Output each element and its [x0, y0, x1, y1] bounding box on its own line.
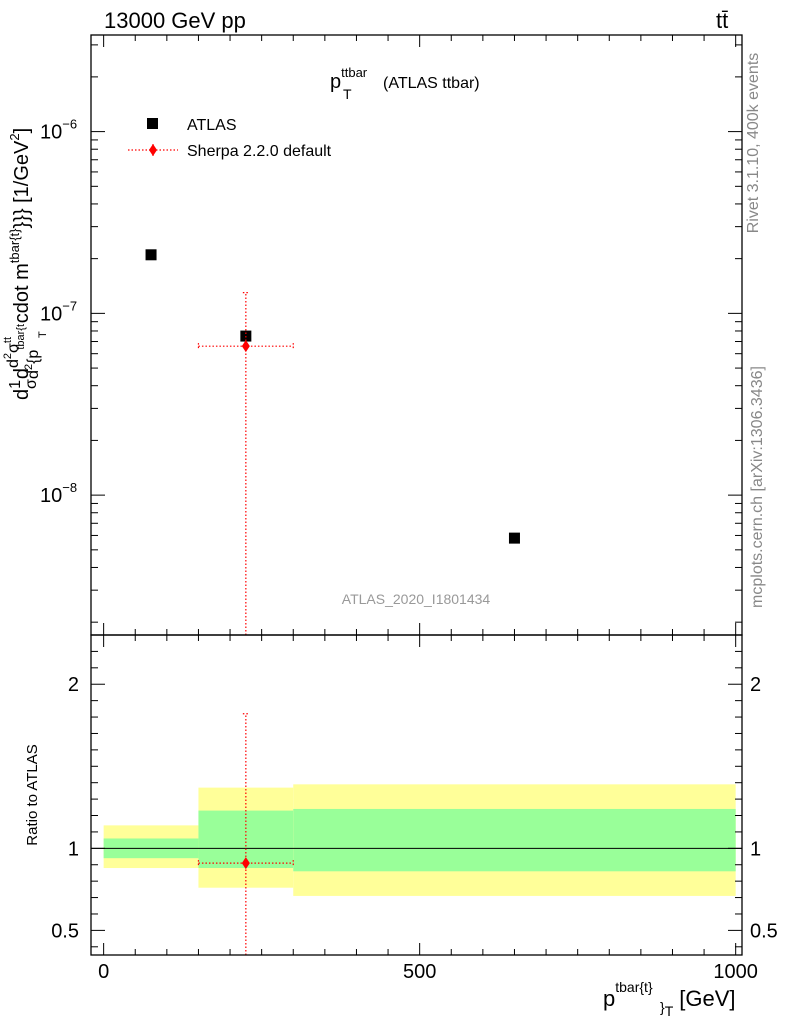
ratio-y-tick-label-left-2: 2: [68, 674, 79, 696]
legend-atlas-label: ATLAS: [187, 117, 237, 134]
header-energy: 13000 GeV pp: [104, 8, 246, 33]
x-axis-label: ptbar{t}}T [GeV]: [603, 979, 736, 1019]
x-tick-label-2: 1000: [713, 961, 758, 983]
main-y-axis-label: d1σdd2σttd2{ptbar{t Tcdot mtbar{t}}}} [1/…: [2, 128, 49, 400]
ratio-sherpa-point-0-marker: [241, 857, 250, 870]
legend-sherpa-label: Sherpa 2.2.0 default: [187, 143, 332, 160]
axis-tick-labels: 0 500 1000 10−8 10−7 10−6 0.5 0.5 1 1 2 2: [40, 117, 778, 983]
sherpa-point-0-marker: [241, 340, 250, 353]
atlas-point-0: [145, 249, 157, 261]
plot-title: pttbar T(ATLAS ttbar): [330, 65, 480, 102]
atlas-point-2: [508, 532, 520, 544]
main-y-tick-label-2: 10−6: [40, 117, 77, 144]
main-y-tick-label-0: 10−8: [40, 480, 77, 507]
ratio-band-green-2: [293, 808, 736, 872]
main-series: [145, 249, 520, 635]
ratio-y-tick-label-right-2: 2: [750, 674, 761, 696]
ratio-y-tick-label-left-1: 1: [68, 838, 79, 860]
ratio-y-tick-label-right-0: 0.5: [750, 920, 778, 942]
main-y-tick-label-1: 10−7: [40, 298, 77, 325]
ratio-y-axis-label: Ratio to ATLAS: [24, 744, 41, 845]
x-tick-label-1: 500: [403, 961, 436, 983]
axis-ticks: [91, 35, 742, 955]
legend: ATLAS Sherpa 2.2.0 default: [128, 117, 332, 160]
ratio-bands: [103, 784, 736, 896]
ratio-y-tick-label-left-0: 0.5: [51, 920, 79, 942]
header-process: tt̄: [716, 8, 729, 33]
x-tick-label-0: 0: [98, 961, 109, 983]
legend-atlas-marker: [147, 118, 158, 129]
ratio-frame: [90, 634, 743, 956]
ratio-y-tick-label-right-1: 1: [750, 838, 761, 860]
ratio-series: [197, 713, 294, 955]
analysis-watermark: ATLAS_2020_I1801434: [342, 591, 491, 607]
legend-sherpa-marker: [149, 144, 157, 156]
